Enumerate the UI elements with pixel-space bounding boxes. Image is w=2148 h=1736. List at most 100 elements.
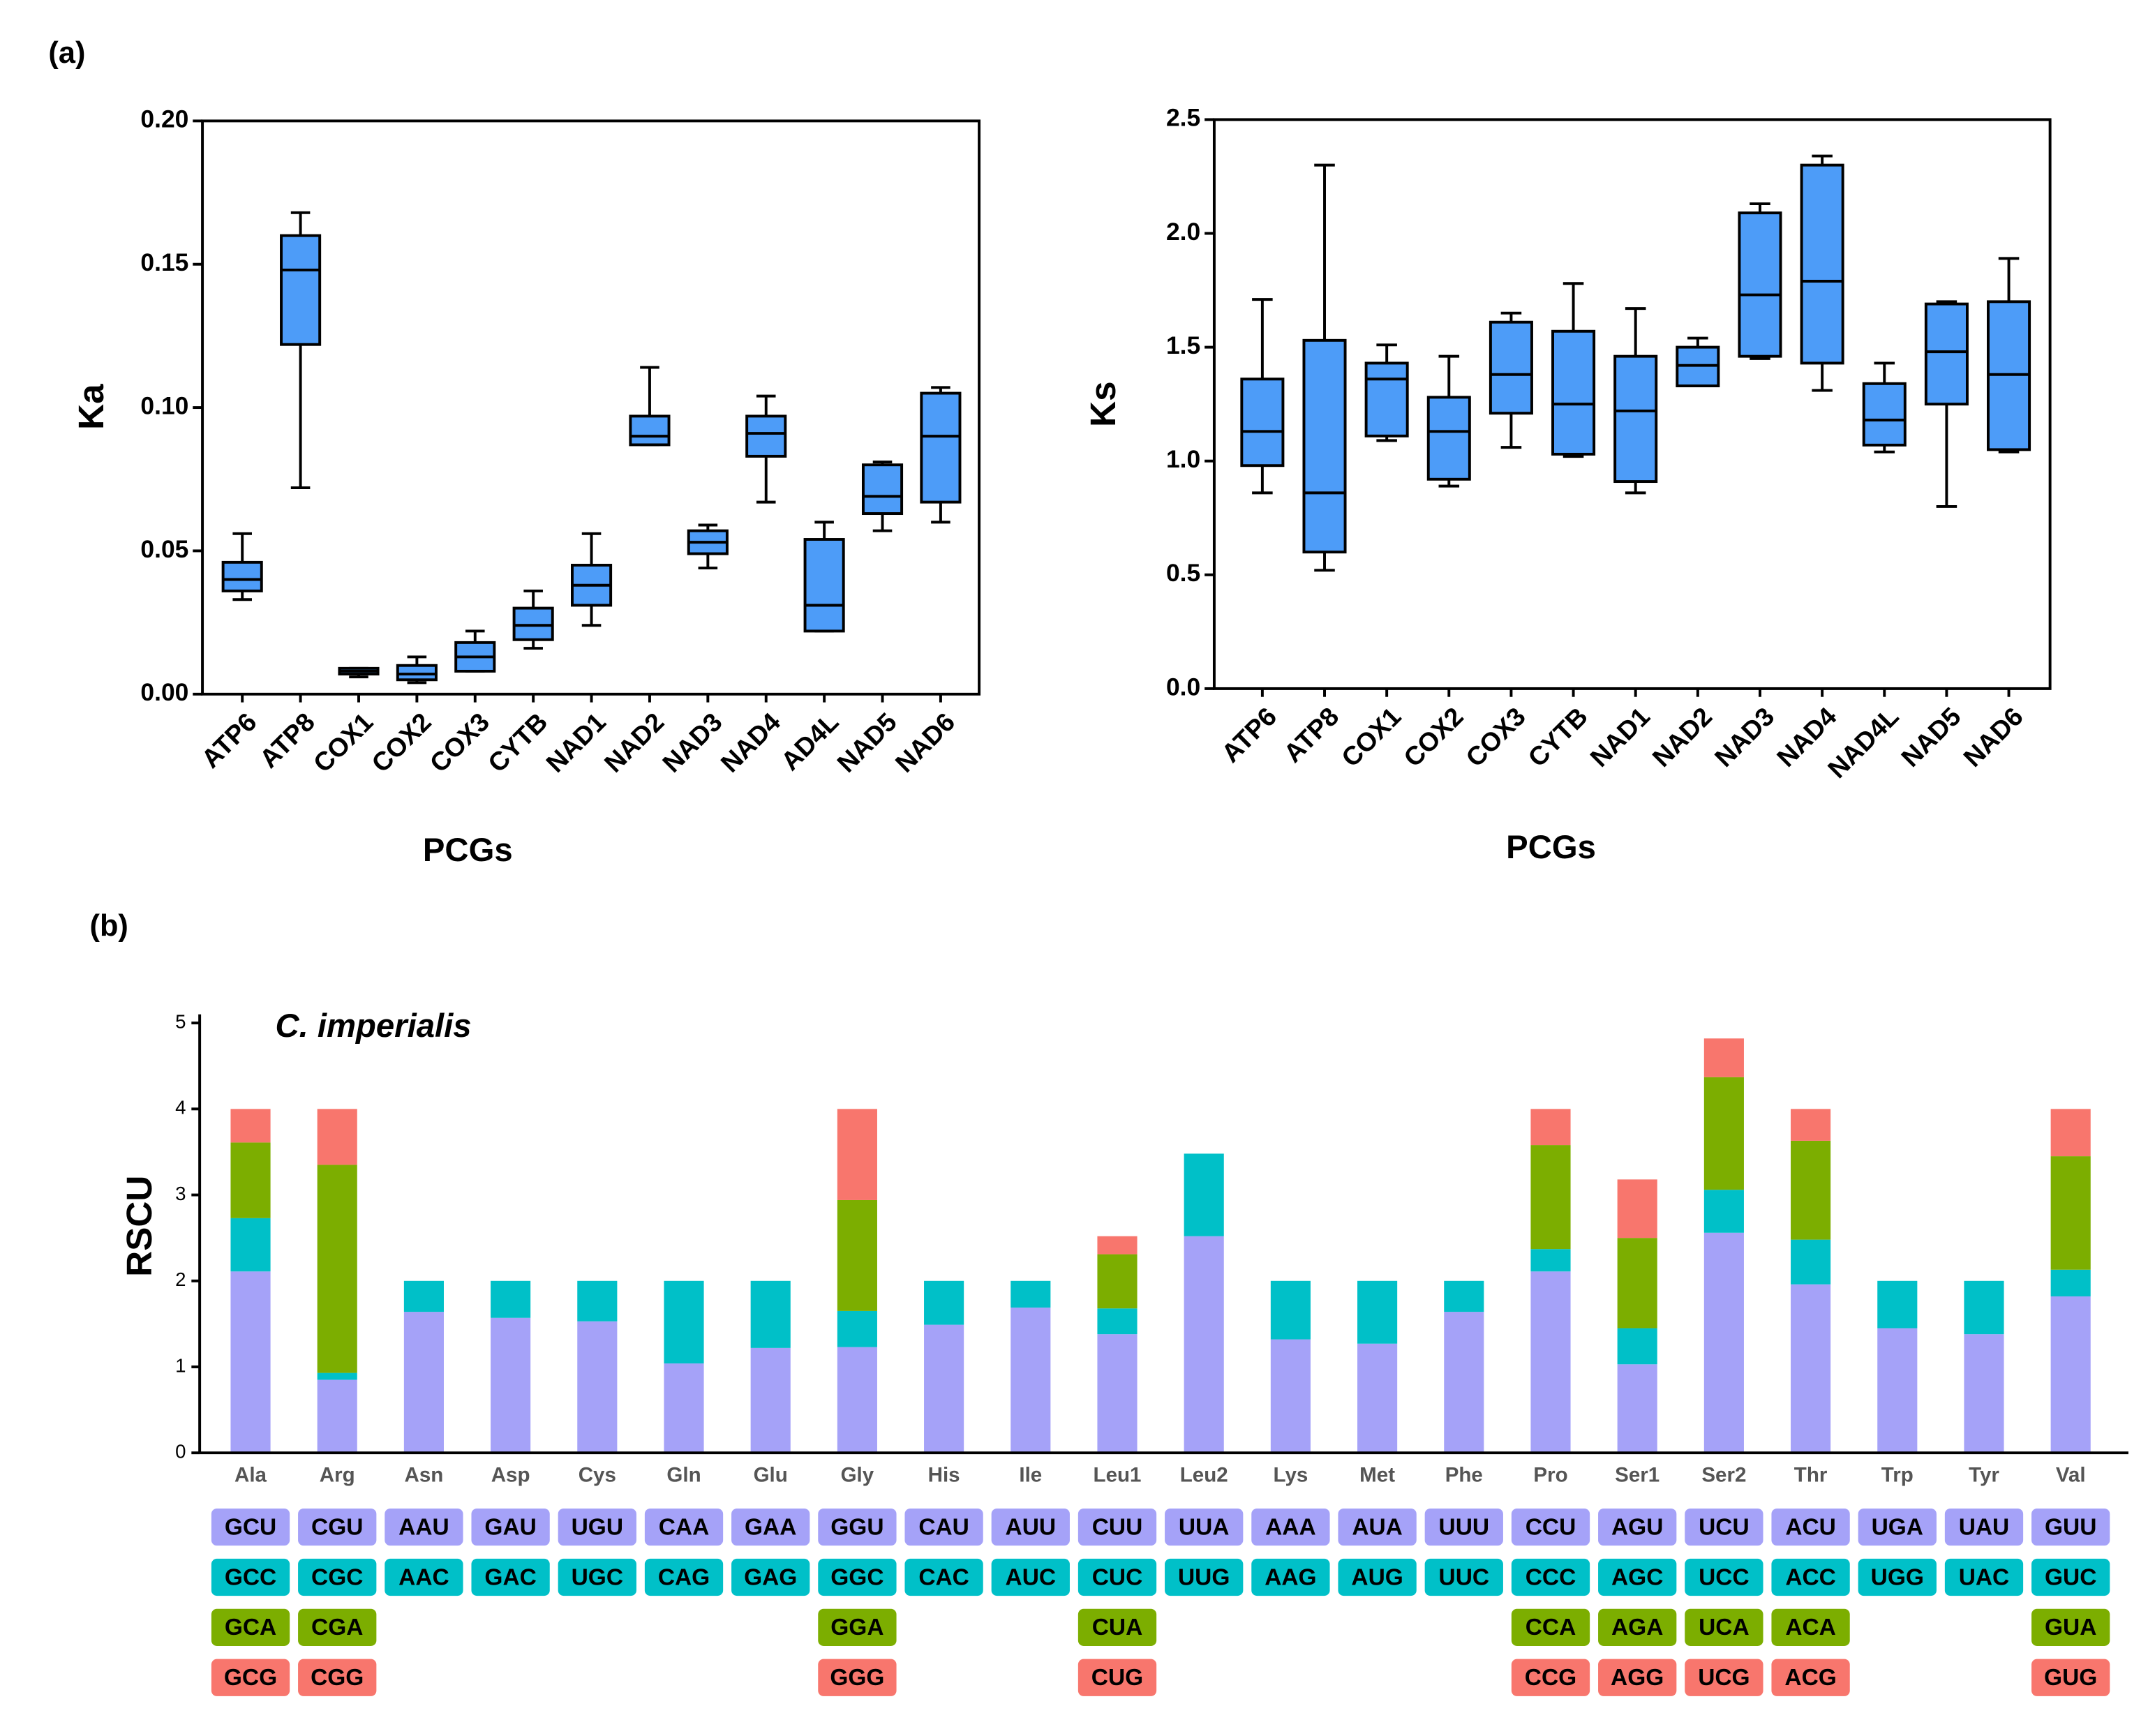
box <box>1551 329 1596 456</box>
codon-box <box>904 1558 983 1596</box>
codon-box <box>1077 1508 1157 1546</box>
box <box>803 538 845 633</box>
codon-box <box>211 1558 290 1596</box>
x-tick-label: NAD2 <box>1647 701 1718 772</box>
codon-label: GAC <box>484 1564 536 1590</box>
codon-box <box>1944 1508 2024 1546</box>
codon-box <box>1424 1558 1503 1596</box>
codon-label: AGC <box>1611 1564 1663 1590</box>
codon-box <box>1424 1508 1503 1546</box>
codon-box <box>731 1508 810 1546</box>
codon-label: UCC <box>1699 1564 1750 1590</box>
codon-label: UGG <box>1871 1564 1924 1590</box>
bar-segment <box>1617 1238 1657 1329</box>
x-tick-label: Gln <box>666 1463 701 1486</box>
bar-segment <box>1617 1364 1657 1453</box>
y-tick-label: 0.05 <box>140 535 188 563</box>
codon-label: AUG <box>1351 1564 1403 1590</box>
codon-box <box>1165 1508 1244 1546</box>
x-tick-label: Trp <box>1881 1463 1914 1486</box>
x-tick-label: Leu2 <box>1180 1463 1228 1486</box>
codon-box <box>904 1508 983 1546</box>
bar-segment <box>1357 1280 1398 1344</box>
box <box>1489 320 1533 415</box>
bar-segment <box>1964 1334 2004 1453</box>
bar-segment <box>1270 1280 1311 1340</box>
bar-segment <box>491 1317 531 1453</box>
codon-box <box>1858 1558 1937 1596</box>
x-tick-label: NAD5 <box>831 707 902 778</box>
codon-label: AGA <box>1611 1615 1663 1640</box>
y-tick-label: 0.15 <box>140 248 188 276</box>
codon-box <box>1077 1659 1157 1696</box>
bar-segment <box>1964 1280 2004 1335</box>
bar-segment <box>491 1280 531 1318</box>
codon-label: ACG <box>1784 1665 1836 1691</box>
x-tick-label: ATP6 <box>1216 701 1282 768</box>
codon-label: UCG <box>1698 1665 1750 1691</box>
codon-label: AUU <box>1006 1514 1057 1540</box>
bar-segment <box>837 1109 877 1200</box>
bar-segment <box>750 1347 791 1453</box>
bar-segment <box>230 1142 271 1218</box>
box <box>1426 396 1471 481</box>
codon-box <box>1165 1558 1244 1596</box>
x-tick-label: NAD1 <box>540 707 611 778</box>
bar-segment <box>1877 1328 1918 1453</box>
codon-label: ACC <box>1785 1564 1836 1590</box>
bar-segment <box>1877 1280 1918 1329</box>
codon-label: ACU <box>1785 1514 1836 1540</box>
codon-box <box>211 1508 290 1546</box>
bar-segment <box>924 1280 964 1325</box>
box <box>1924 302 1969 406</box>
codon-box <box>1077 1558 1157 1596</box>
codon-label: CGC <box>311 1564 363 1590</box>
bar-segment <box>317 1372 357 1380</box>
y-tick-label: 0 <box>175 1440 186 1462</box>
x-tick-label: COX2 <box>1398 701 1469 772</box>
codon-label: AAU <box>398 1514 449 1540</box>
codon-label: UCA <box>1699 1615 1750 1640</box>
codon-label: UUC <box>1439 1564 1490 1590</box>
box <box>1800 163 1844 365</box>
codon-label: CGA <box>311 1615 363 1640</box>
y-tick-label: 1.5 <box>1166 331 1200 359</box>
codon-label: GUC <box>2045 1564 2096 1590</box>
codon-box <box>1598 1508 1677 1546</box>
bar-segment <box>577 1321 618 1453</box>
codon-label: AAC <box>398 1564 449 1590</box>
bar-segment <box>1444 1312 1484 1453</box>
bar-segment <box>403 1312 444 1453</box>
codon-box <box>991 1508 1070 1546</box>
bar-segment <box>1791 1140 1831 1240</box>
codon-label: UGU <box>572 1514 623 1540</box>
codon-label: GAG <box>744 1564 797 1590</box>
x-tick-label: Asn <box>405 1463 444 1486</box>
codon-box <box>731 1558 810 1596</box>
codon-box <box>1077 1608 1157 1646</box>
codon-label: UUA <box>1179 1514 1230 1540</box>
x-tick-label: Ile <box>1019 1463 1042 1486</box>
codon-label: GCU <box>225 1514 276 1540</box>
x-axis-label: PCGs <box>423 832 513 869</box>
bar-segment <box>750 1280 791 1348</box>
y-tick-label: 2.0 <box>1166 218 1200 246</box>
codon-label: GCG <box>224 1665 277 1691</box>
codon-box <box>1685 1659 1763 1696</box>
bar-segment <box>1270 1339 1311 1453</box>
bar-segment <box>837 1310 877 1347</box>
annotation: C. imperialis <box>275 1008 471 1045</box>
codon-label: CCA <box>1526 1615 1576 1640</box>
codon-label: CUG <box>1091 1665 1143 1691</box>
codon-box <box>2031 1659 2110 1696</box>
x-tick-label: ATP8 <box>1278 701 1344 768</box>
box <box>221 560 263 592</box>
bar-segment <box>1791 1109 1831 1141</box>
bar-segment <box>317 1109 357 1165</box>
codon-box <box>2031 1608 2110 1646</box>
codon-box <box>1771 1558 1850 1596</box>
y-tick-label: 0.00 <box>140 678 188 706</box>
x-tick-label: NAD3 <box>1709 701 1780 772</box>
codon-label: CCC <box>1526 1564 1576 1590</box>
bar-segment <box>230 1271 271 1453</box>
